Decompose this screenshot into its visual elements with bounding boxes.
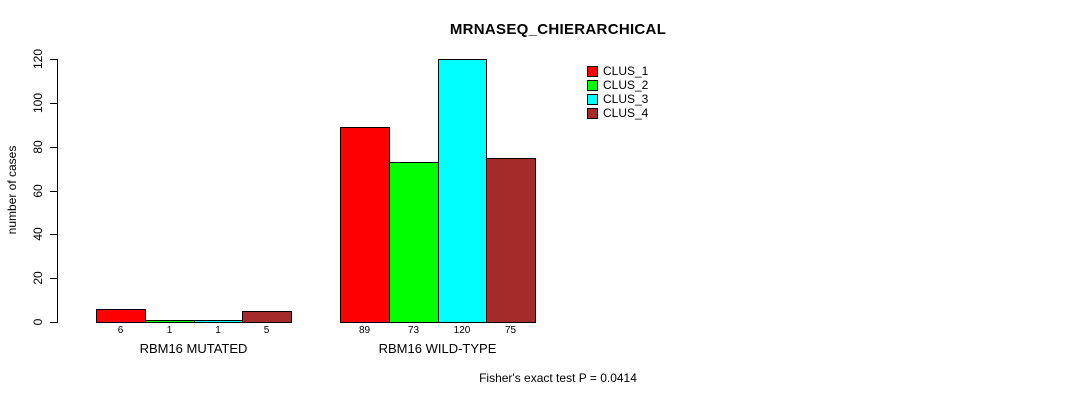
x-category-label: RBM16 WILD-TYPE [378,341,497,356]
y-axis-title: number of cases [5,145,19,235]
legend: CLUS_1 CLUS_2 CLUS_3 CLUS_4 [587,64,649,120]
y-tick-label: 60 [31,184,45,198]
y-tick-label: 100 [31,92,45,114]
bar-value-label: 120 [453,325,471,336]
y-tick [50,322,57,323]
y-tick [50,191,57,192]
legend-label: CLUS_4 [603,106,649,120]
legend-label: CLUS_2 [603,78,649,92]
y-tick [50,147,57,148]
y-tick-label: 0 [31,318,45,326]
bar-value-label: 1 [166,325,173,336]
legend-label: CLUS_3 [603,92,649,106]
y-tick-label: 20 [31,271,45,285]
bar-CLUS_3-group2 [438,59,487,323]
legend-swatch [587,80,598,91]
bar-CLUS_1-group1 [96,309,146,323]
legend-item: CLUS_1 [587,64,649,78]
annotation-text: Fisher's exact test P = 0.0414 [479,371,637,385]
bar-CLUS_2-group1 [145,320,195,323]
legend-swatch [587,94,598,105]
y-axis-line [57,59,58,323]
bar-CLUS_4-group1 [242,311,292,323]
bar-CLUS_3-group1 [194,320,243,323]
y-tick [50,59,57,60]
y-tick [50,278,57,279]
bar-value-label: 1 [215,325,221,336]
legend-item: CLUS_3 [587,92,649,106]
y-tick-label: 120 [31,48,45,70]
chart-title: MRNASEQ_CHIERARCHICAL [449,21,667,38]
legend-swatch [587,108,598,119]
bar-value-label: 73 [407,325,420,336]
y-tick-label: 40 [31,227,45,241]
bar-CLUS_2-group2 [389,162,439,323]
legend-label: CLUS_1 [603,64,649,78]
bar-CLUS_1-group2 [340,127,390,323]
y-tick [50,103,57,104]
bar-value-label: 75 [504,325,517,336]
legend-item: CLUS_2 [587,78,649,92]
bar-CLUS_4-group2 [486,158,536,323]
bar-value-label: 6 [117,325,124,336]
y-tick-label: 80 [31,140,45,154]
bar-value-label: 89 [358,325,371,336]
y-tick [50,234,57,235]
legend-swatch [587,66,598,77]
legend-item: CLUS_4 [587,106,649,120]
bar-value-label: 5 [263,325,270,336]
x-category-label: RBM16 MUTATED [139,341,248,356]
